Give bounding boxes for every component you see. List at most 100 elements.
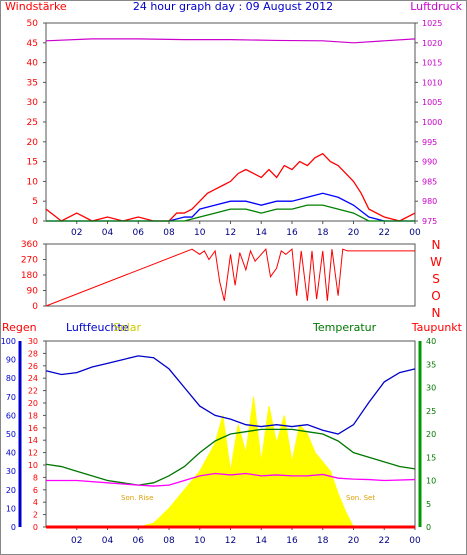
x-tick-label: 14 bbox=[256, 536, 268, 546]
compass-label: S bbox=[432, 272, 440, 286]
sunrise-annotation: Son. Rise bbox=[121, 494, 153, 502]
temperature-tick-label: 35 bbox=[426, 360, 436, 369]
x-tick-label: 08 bbox=[163, 536, 175, 546]
x-tick-label: 12 bbox=[225, 536, 236, 546]
right-axis-label: Luftdruck bbox=[410, 0, 462, 13]
series-line bbox=[45, 38, 416, 44]
direction-tick-label: 270 bbox=[21, 256, 38, 266]
right-tick-label: 1020 bbox=[422, 39, 442, 48]
humidity-tick-label: 50 bbox=[6, 430, 16, 439]
temperature-tick-label: 30 bbox=[426, 384, 436, 393]
regen-tick-label: 20 bbox=[28, 399, 38, 408]
left-tick-label: 45 bbox=[27, 39, 38, 49]
humidity-tick-label: 30 bbox=[6, 467, 16, 476]
series-line bbox=[46, 472, 416, 487]
humidity-tick-label: 100 bbox=[1, 337, 16, 346]
left-tick-label: 0 bbox=[32, 217, 38, 227]
regen-tick-label: 22 bbox=[28, 387, 38, 396]
right-tick-label: 1015 bbox=[422, 59, 442, 68]
taupunkt-label: Taupunkt bbox=[411, 321, 463, 334]
x-tick-label: 16 bbox=[286, 228, 298, 238]
humidity-tick-label: 80 bbox=[6, 374, 16, 383]
left-tick-label: 40 bbox=[27, 59, 39, 69]
x-tick-label: 04 bbox=[102, 536, 114, 546]
x-tick-label: 20 bbox=[348, 536, 360, 546]
right-tick-label: 1000 bbox=[422, 118, 442, 127]
series-line bbox=[45, 152, 416, 222]
regen-tick-label: 28 bbox=[28, 349, 38, 358]
series-line bbox=[46, 192, 415, 222]
regen-tick-label: 24 bbox=[28, 374, 38, 383]
left-tick-label: 35 bbox=[27, 78, 38, 88]
x-tick-label: 16 bbox=[286, 536, 298, 546]
right-tick-label: 980 bbox=[422, 197, 437, 206]
wind-pressure-panel: 24 hour graph day : 09 August 2012 Windst… bbox=[5, 0, 463, 238]
x-tick-label: 04 bbox=[102, 228, 114, 238]
left-tick-label: 30 bbox=[27, 98, 39, 108]
humidity-tick-label: 40 bbox=[6, 449, 16, 458]
x-tick-label: 00 bbox=[409, 228, 421, 238]
direction-tick-label: 360 bbox=[21, 240, 38, 250]
compass-label: O bbox=[431, 289, 440, 303]
temperatur-label: Temperatur bbox=[312, 321, 377, 334]
regen-tick-label: 2 bbox=[33, 511, 38, 520]
x-tick-label: 08 bbox=[163, 228, 175, 238]
x-tick-label: 18 bbox=[317, 536, 329, 546]
x-tick-label: 10 bbox=[194, 536, 206, 546]
regen-tick-label: 26 bbox=[28, 362, 38, 371]
series-line bbox=[46, 204, 415, 222]
x-tick-label: 06 bbox=[133, 536, 145, 546]
x-tick-label: 06 bbox=[133, 228, 145, 238]
x-tick-label: 14 bbox=[256, 228, 268, 238]
direction-tick-label: 90 bbox=[27, 287, 39, 297]
direction-line bbox=[45, 248, 415, 307]
temperature-tick-label: 25 bbox=[426, 407, 436, 416]
left-tick-label: 15 bbox=[27, 158, 38, 168]
plot-box bbox=[45, 243, 416, 307]
left-tick-label: 10 bbox=[27, 177, 39, 187]
regen-tick-label: 10 bbox=[28, 461, 38, 470]
humidity-tick-label: 60 bbox=[6, 411, 16, 420]
regen-tick-label: 12 bbox=[28, 449, 38, 458]
temperature-tick-label: 20 bbox=[426, 430, 436, 439]
chart-title: 24 hour graph day : 09 August 2012 bbox=[133, 0, 333, 13]
x-tick-label: 20 bbox=[348, 228, 360, 238]
x-tick-label: 22 bbox=[379, 536, 390, 546]
humidity-tick-label: 10 bbox=[6, 504, 16, 513]
right-tick-label: 985 bbox=[422, 177, 437, 186]
x-tick-label: 10 bbox=[194, 228, 206, 238]
right-tick-label: 975 bbox=[422, 217, 437, 226]
right-tick-label: 1005 bbox=[422, 98, 442, 107]
regen-tick-label: 18 bbox=[28, 411, 38, 420]
solar-label: Solar bbox=[113, 321, 142, 334]
x-tick-label: 18 bbox=[317, 228, 329, 238]
x-tick-label: 12 bbox=[225, 228, 236, 238]
compass-label: W bbox=[430, 255, 442, 269]
regen-tick-label: 16 bbox=[28, 424, 38, 433]
temperature-tick-label: 40 bbox=[426, 337, 436, 346]
right-tick-label: 990 bbox=[422, 158, 437, 167]
regen-tick-label: 30 bbox=[28, 337, 38, 346]
temperature-tick-label: 0 bbox=[426, 523, 431, 532]
x-tick-label: 00 bbox=[409, 536, 421, 546]
right-tick-label: 995 bbox=[422, 138, 437, 147]
regen-tick-label: 8 bbox=[33, 473, 38, 482]
right-tick-label: 1025 bbox=[422, 19, 442, 28]
regen-tick-label: 6 bbox=[33, 486, 38, 495]
x-tick-label: 22 bbox=[379, 228, 390, 238]
luftfeuchte-label: Luftfeuchte bbox=[66, 321, 129, 334]
sunset-annotation: Son. Set bbox=[346, 494, 375, 502]
right-tick-label: 1010 bbox=[422, 78, 442, 87]
regen-tick-label: 0 bbox=[33, 523, 38, 532]
compass-label: N bbox=[432, 306, 441, 320]
humidity-tick-label: 0 bbox=[11, 523, 16, 532]
humidity-tick-label: 70 bbox=[6, 393, 16, 402]
regen-label: Regen bbox=[2, 321, 37, 334]
regen-tick-label: 14 bbox=[28, 436, 38, 445]
left-tick-label: 20 bbox=[27, 138, 39, 148]
temperature-tick-label: 15 bbox=[426, 453, 436, 462]
x-tick-label: 02 bbox=[71, 536, 82, 546]
